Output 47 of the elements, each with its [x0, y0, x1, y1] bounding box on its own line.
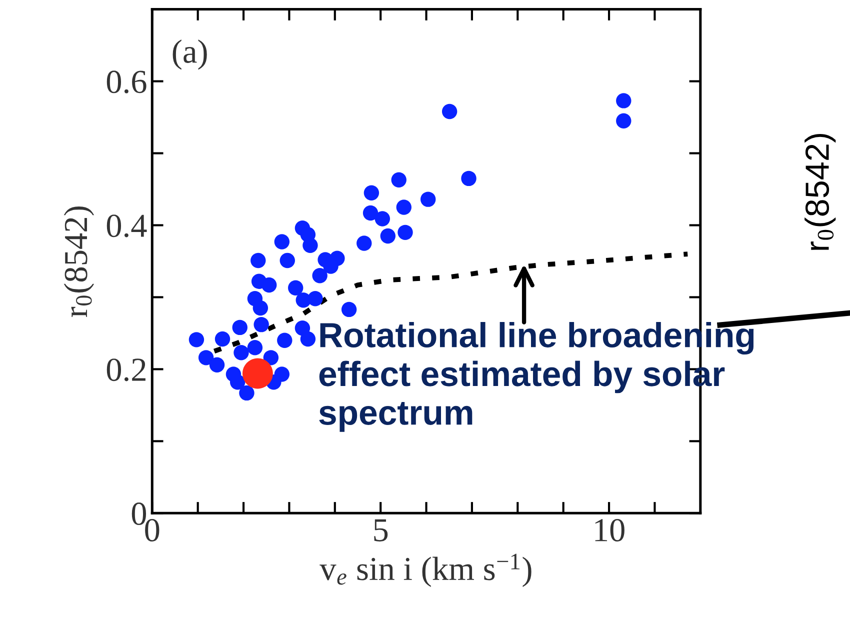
- point: [280, 252, 295, 268]
- point: [209, 357, 225, 372]
- x-tick-label: 10: [595, 518, 624, 542]
- point: [198, 350, 214, 366]
- point: [274, 234, 290, 250]
- point: [341, 302, 357, 318]
- x-axis-title: v$_{e}$ sin i (km s$^{−1}$): [320, 554, 532, 588]
- point: [239, 385, 254, 401]
- point: [356, 236, 372, 251]
- point: [391, 172, 406, 188]
- point: [374, 211, 390, 226]
- point: [302, 238, 318, 253]
- point: [230, 374, 246, 390]
- y-axis-title: r$_{0}$(8542): [64, 206, 94, 318]
- point: [364, 185, 380, 200]
- point: [254, 316, 269, 332]
- y-tick-label: 0.2: [106, 358, 146, 382]
- point: [247, 340, 263, 356]
- point: [277, 332, 292, 348]
- point: [232, 320, 248, 336]
- text: r$_{0}$(8542): [804, 134, 836, 250]
- point: [362, 205, 378, 221]
- point: [461, 170, 476, 186]
- annotation: (a): [172, 40, 207, 70]
- point: [242, 358, 273, 389]
- point: [398, 224, 413, 240]
- point: [380, 228, 396, 244]
- point: [188, 332, 204, 348]
- point: [262, 277, 277, 293]
- point: [312, 268, 328, 284]
- point: [300, 331, 316, 347]
- point: [250, 252, 266, 268]
- point: [396, 200, 412, 215]
- point: [420, 192, 436, 207]
- point: [288, 280, 304, 296]
- y-tick-label: 0.4: [106, 214, 147, 238]
- y-tick-label: 0.6: [106, 70, 146, 94]
- x-tick-label: 5: [374, 519, 388, 542]
- point: [616, 113, 632, 128]
- y-tick-label: 0: [132, 502, 146, 526]
- point: [234, 345, 249, 360]
- point: [252, 300, 268, 316]
- point: [308, 291, 323, 306]
- point: [442, 104, 458, 120]
- point: [263, 350, 279, 366]
- point: [616, 93, 632, 108]
- point: [214, 331, 230, 347]
